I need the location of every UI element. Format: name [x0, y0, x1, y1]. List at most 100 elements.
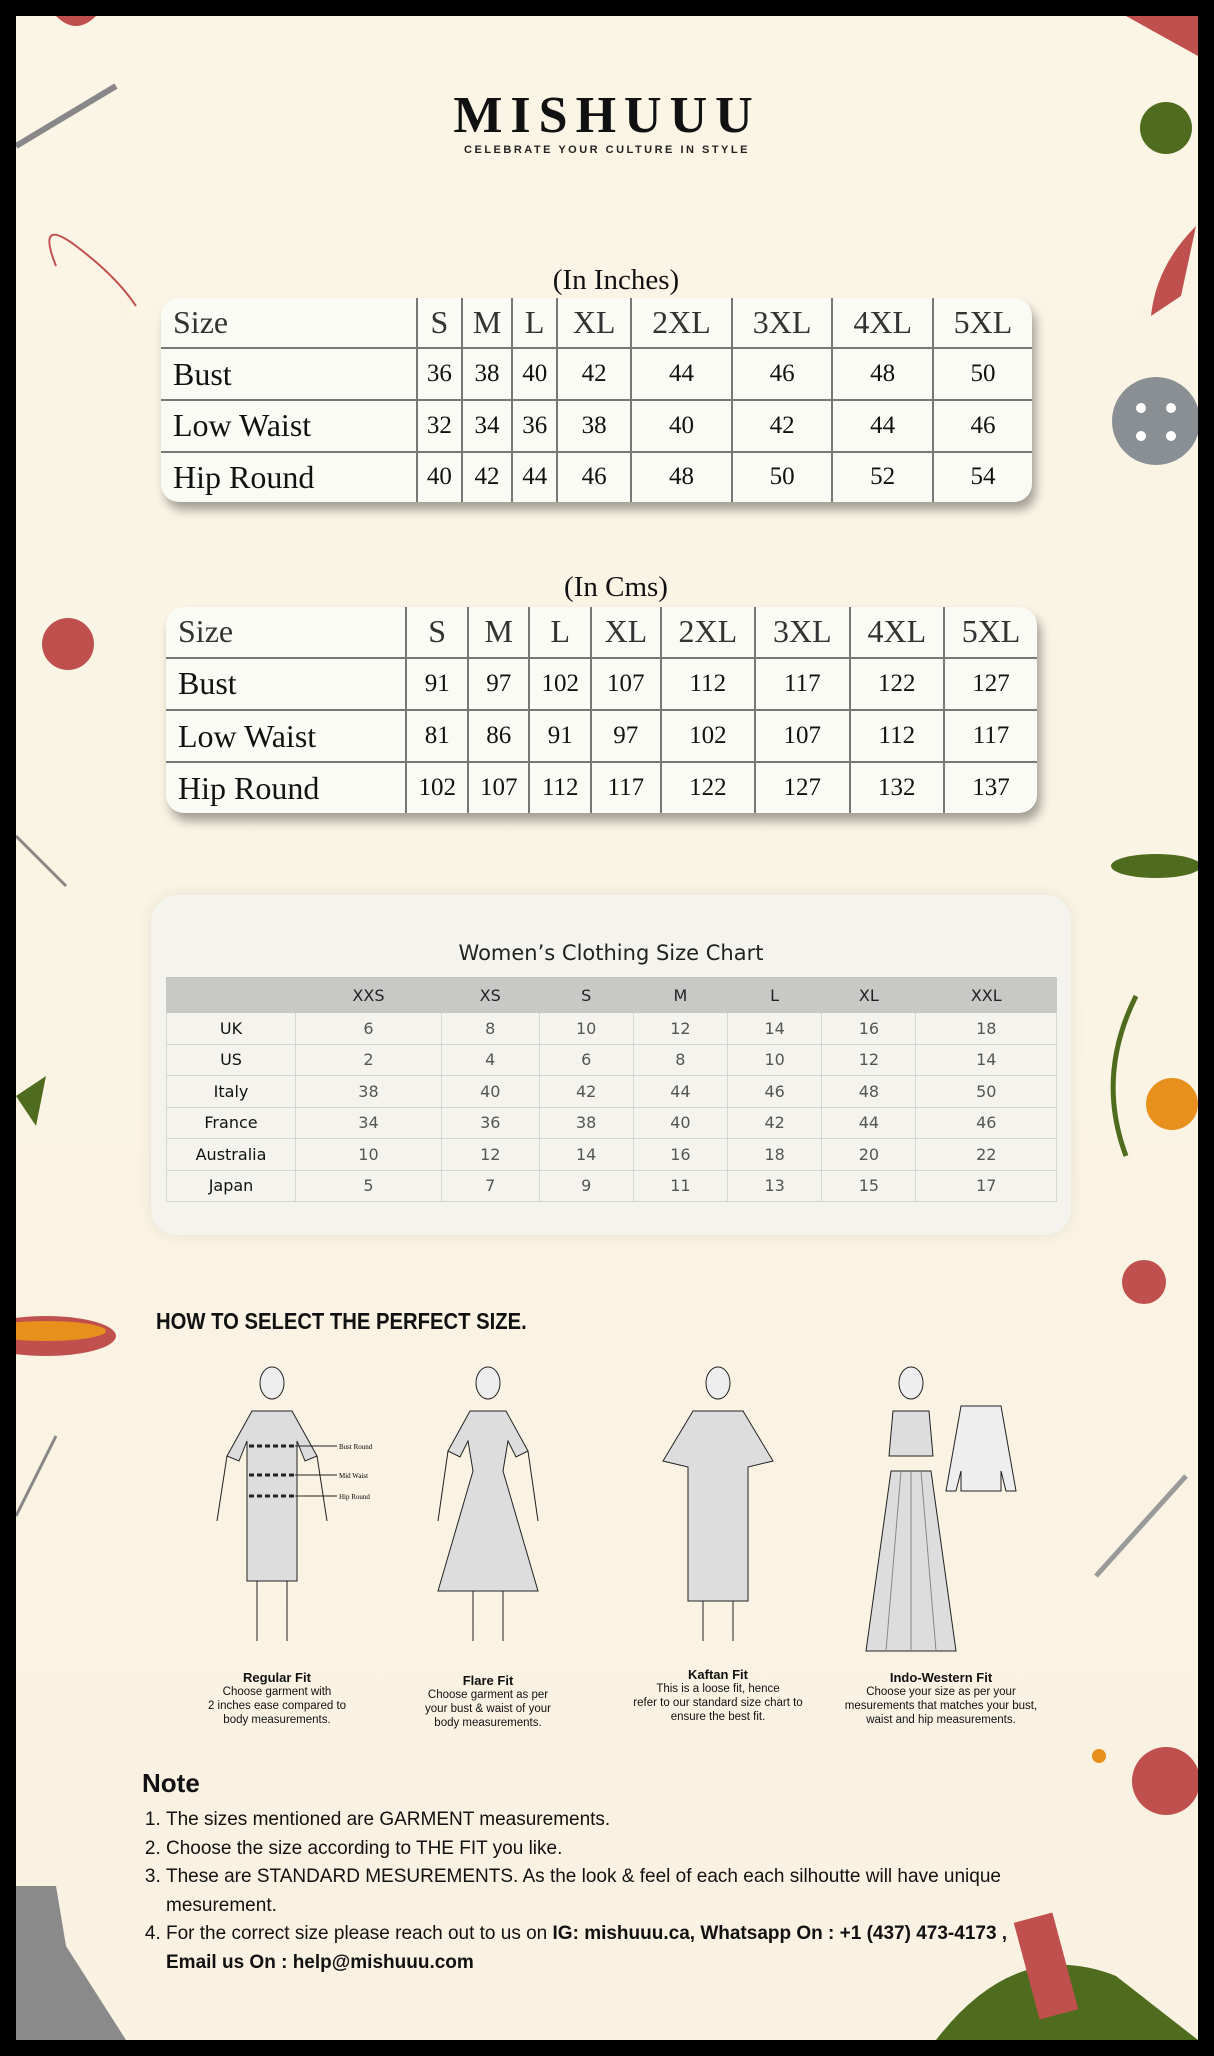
contact-info: IG: mishuuu.ca, Whatsapp On : +1 (437) 4… [166, 1923, 1008, 1973]
cell: 6 [295, 1012, 442, 1045]
cell: 42 [727, 1106, 823, 1139]
cell: 8 [440, 1012, 540, 1045]
cell: XXS [295, 977, 442, 1013]
cell: L [528, 607, 593, 659]
row-label: Size [161, 298, 419, 350]
row-label: Bust [161, 347, 419, 401]
cell: 86 [466, 708, 531, 764]
table-row: Low Waist 32 34 36 38 40 42 44 46 [161, 398, 1032, 453]
cell: 34 [295, 1106, 442, 1139]
cell: 117 [590, 761, 662, 813]
cell: 16 [821, 1012, 917, 1045]
button-icon [1112, 377, 1198, 465]
inches-size-table: Size S M L XL 2XL 3XL 4XL 5XL Bust 36 38 40 42 44 46 48 5… [161, 298, 1032, 502]
cell: 127 [754, 761, 851, 813]
cell: M [632, 977, 729, 1013]
cell: 50 [931, 347, 1032, 401]
cell: 38 [556, 398, 633, 453]
cell: 20 [821, 1138, 917, 1171]
cell: 46 [727, 1075, 823, 1108]
table-row: Low Waist 81 86 91 97 102 107 112 117 [166, 708, 1037, 764]
cell: 2XL [630, 298, 733, 350]
cell: 117 [943, 708, 1037, 764]
cell: M [466, 607, 531, 659]
cms-title: (In Cms) [564, 571, 668, 603]
note-item: The sizes mentioned are GARMENT measurem… [166, 1806, 1062, 1835]
cell: 107 [466, 761, 531, 813]
sewing-decorations [16, 16, 1198, 2040]
cell: 44 [821, 1106, 917, 1139]
table-row: UK 6 8 10 12 14 16 18 [166, 1012, 1057, 1045]
row-label: UK [166, 1012, 296, 1045]
cell: 112 [659, 656, 757, 711]
cell: 40 [630, 398, 733, 453]
cell: 12 [821, 1043, 917, 1076]
table-row: Japan 5 7 9 11 13 15 17 [166, 1169, 1057, 1202]
cell: 5 [295, 1169, 442, 1202]
inches-title: (In Inches) [552, 264, 680, 296]
table-row: Hip Round 40 42 44 46 48 50 52 54 [161, 450, 1032, 502]
cell: 40 [440, 1075, 540, 1108]
cell: 6 [538, 1043, 634, 1076]
cell: 3XL [754, 607, 851, 659]
cell: 46 [915, 1106, 1057, 1139]
cell: 14 [915, 1043, 1057, 1076]
cell: 44 [511, 450, 559, 502]
flare-fit-figure [437, 1366, 539, 1641]
cell: 14 [538, 1138, 634, 1171]
table-row: Hip Round 102 107 112 117 122 127 132 137 [166, 761, 1037, 813]
cell: 102 [528, 656, 593, 711]
hip-round-label: Hip Round [339, 1493, 370, 1501]
cell: 127 [943, 656, 1037, 711]
row-label: Australia [166, 1138, 296, 1171]
womens-size-chart-card: Women’s Clothing Size Chart XXS XS S M L XL XX… [151, 895, 1071, 1235]
red-dot-icon [42, 618, 94, 670]
cell: 112 [528, 761, 593, 813]
note-item: Choose the size according to THE FIT you… [166, 1835, 1062, 1864]
cell: 36 [440, 1106, 540, 1139]
cell: 40 [632, 1106, 729, 1139]
cell: 14 [727, 1012, 823, 1045]
cell: 22 [915, 1138, 1057, 1171]
cell: 48 [821, 1075, 917, 1108]
cell: 9 [538, 1169, 634, 1202]
cell: 48 [831, 347, 934, 401]
cell: 52 [831, 450, 934, 502]
cell: 17 [915, 1169, 1057, 1202]
womens-size-table: XXS XS S M L XL XXL UK 6 8 10 12 14 16 18 US 2 4 6 8 10 12 14 I… [166, 977, 1057, 1202]
note-title: Note [142, 1768, 200, 1798]
cell: 12 [440, 1138, 540, 1171]
cell: 10 [295, 1138, 442, 1171]
cell: 46 [730, 347, 834, 401]
cell: 34 [460, 398, 514, 453]
row-label: Bust [166, 656, 408, 711]
cell: 44 [831, 398, 934, 453]
cell: 107 [754, 708, 851, 764]
cell: 42 [538, 1075, 634, 1108]
thread-spool-icon [1146, 1078, 1198, 1130]
guide-title: HOW TO SELECT THE PERFECT SIZE. [156, 1308, 527, 1334]
cell: S [405, 607, 469, 659]
cell: XL [590, 607, 662, 659]
cell: 42 [460, 450, 514, 502]
cell: 7 [440, 1169, 540, 1202]
row-label: Low Waist [161, 398, 419, 453]
cell: 5XL [943, 607, 1037, 659]
cell: 42 [556, 347, 633, 401]
cell: 44 [630, 347, 733, 401]
header-row: Size S M L XL 2XL 3XL 4XL 5XL [166, 607, 1037, 659]
cell: 137 [943, 761, 1037, 813]
cell: 4XL [848, 607, 946, 659]
cell: 5XL [931, 298, 1032, 350]
cell: L [727, 977, 823, 1013]
cell: 4 [440, 1043, 540, 1076]
cell: 8 [632, 1043, 729, 1076]
table-row: Bust 91 97 102 107 112 117 122 127 [166, 656, 1037, 711]
indo-western-fit-figure [865, 1366, 1017, 1652]
cell: 81 [405, 708, 469, 764]
cell: S [416, 298, 463, 350]
row-label: Japan [166, 1169, 296, 1202]
cell: 18 [727, 1138, 823, 1171]
cell: 4XL [831, 298, 934, 350]
cell: 11 [632, 1169, 729, 1202]
